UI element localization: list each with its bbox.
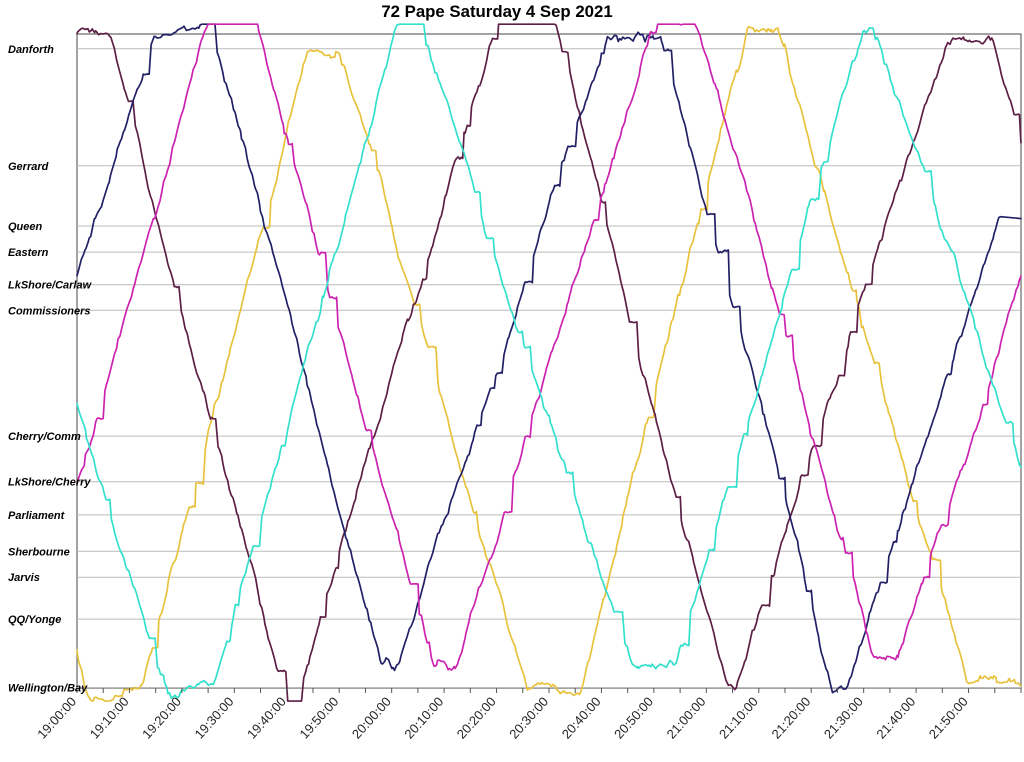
svg-text:Queen: Queen	[8, 221, 43, 233]
svg-text:Wellington/Bay: Wellington/Bay	[8, 683, 88, 695]
svg-text:LkShore/Carlaw: LkShore/Carlaw	[8, 280, 93, 292]
svg-text:Eastern: Eastern	[8, 247, 49, 259]
svg-text:72 Pape Saturday 4 Sep 2021: 72 Pape Saturday 4 Sep 2021	[381, 2, 612, 21]
svg-text:Sherbourne: Sherbourne	[8, 546, 70, 558]
svg-text:Danforth: Danforth	[8, 44, 54, 56]
svg-text:Jarvis: Jarvis	[8, 572, 40, 584]
svg-text:Cherry/Comm: Cherry/Comm	[8, 431, 81, 443]
svg-text:Commissioners: Commissioners	[8, 305, 91, 317]
svg-text:QQ/Yonge: QQ/Yonge	[8, 614, 61, 626]
svg-text:Gerrard: Gerrard	[8, 161, 49, 173]
svg-text:LkShore/Cherry: LkShore/Cherry	[8, 477, 91, 489]
svg-text:Parliament: Parliament	[8, 510, 66, 522]
